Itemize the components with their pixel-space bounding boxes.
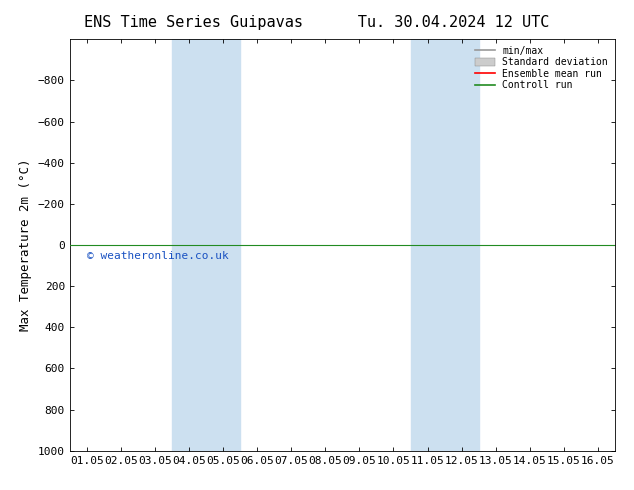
Y-axis label: Max Temperature 2m (°C): Max Temperature 2m (°C) [19, 159, 32, 331]
Bar [411, 39, 479, 451]
Bar [172, 39, 240, 451]
Legend: min/max, Standard deviation, Ensemble mean run, Controll run: min/max, Standard deviation, Ensemble me… [473, 44, 610, 92]
Text: ENS Time Series Guipavas      Tu. 30.04.2024 12 UTC: ENS Time Series Guipavas Tu. 30.04.2024 … [84, 15, 550, 30]
Text: © weatheronline.co.uk: © weatheronline.co.uk [87, 251, 228, 261]
